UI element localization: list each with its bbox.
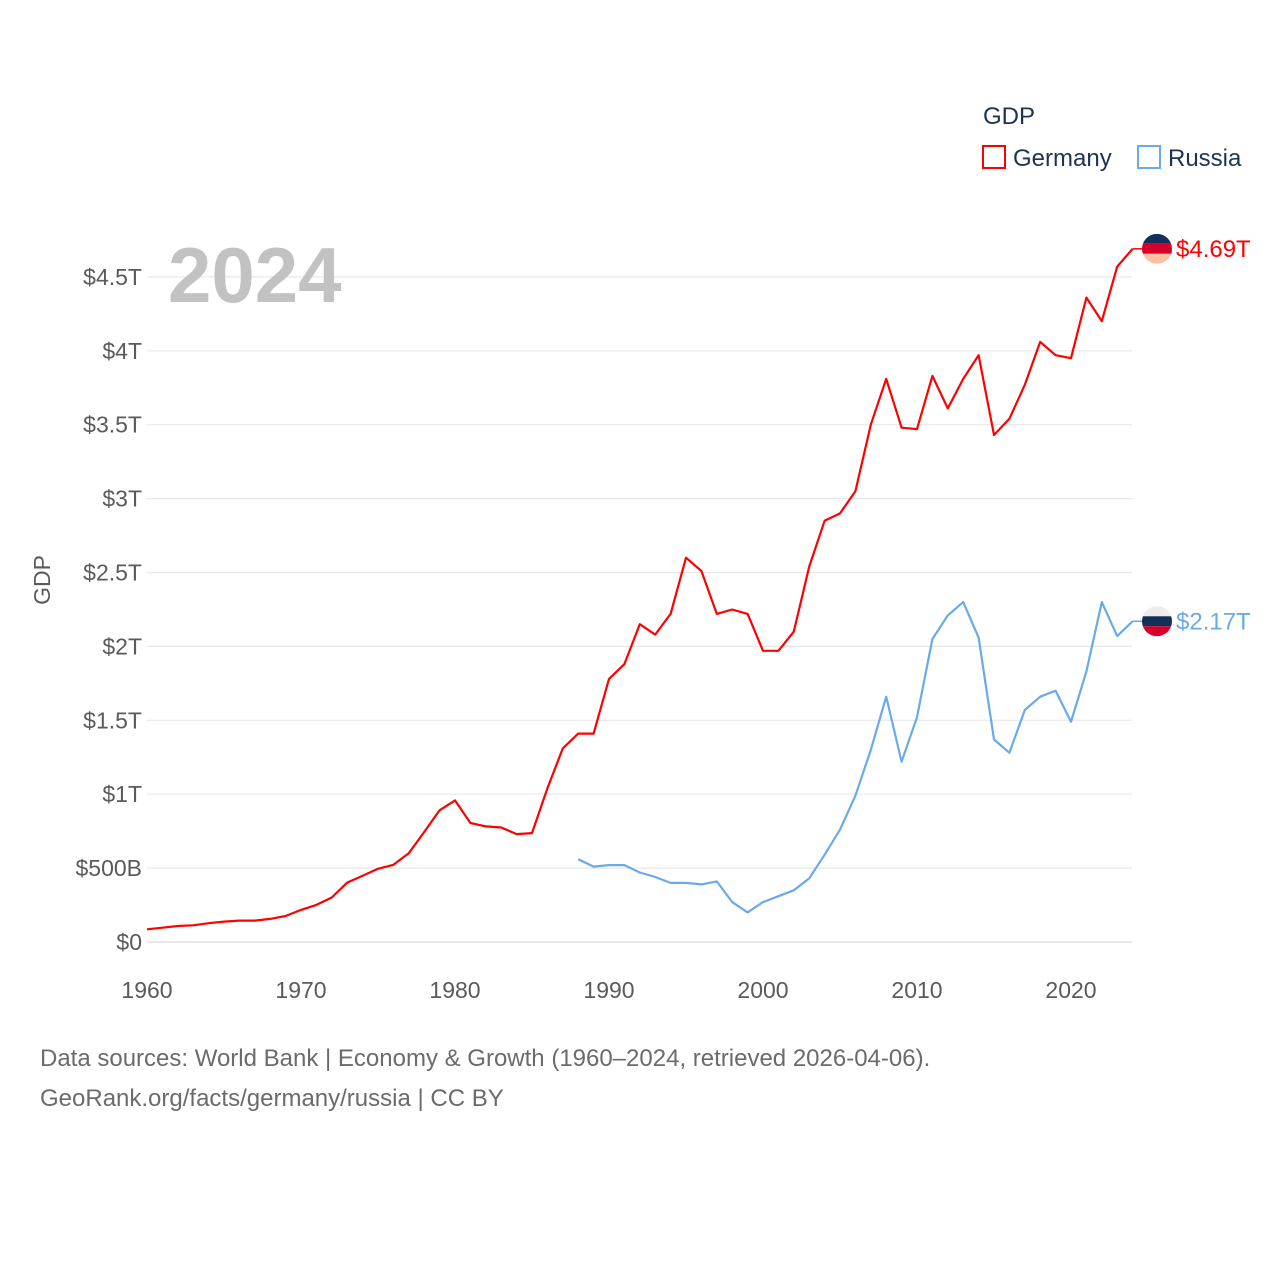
- x-tick-label: 2010: [891, 977, 942, 1003]
- flag-stripe: [1142, 626, 1172, 637]
- y-tick-label: $2.5T: [83, 560, 142, 586]
- y-axis-label: GDP: [29, 555, 55, 605]
- end-value-label: $2.17T: [1176, 608, 1251, 635]
- x-tick-label: 1970: [275, 977, 326, 1003]
- x-axis-ticks: 1960 1970 1980 1990 2000 2010 2020: [121, 977, 1096, 1003]
- x-tick-label: 1980: [429, 977, 480, 1003]
- series-line-russia: [577, 600, 1134, 914]
- y-tick-label: $2T: [102, 633, 142, 659]
- legend-label: Germany: [1013, 145, 1112, 172]
- x-tick-label: 1990: [583, 977, 634, 1003]
- legend-swatch: [1137, 145, 1161, 169]
- flag-stripe: [1142, 243, 1172, 254]
- y-tick-label: $500B: [75, 855, 142, 881]
- series-line-germany: [146, 248, 1134, 931]
- legend-title: GDP: [983, 103, 1035, 130]
- y-tick-label: $1T: [102, 781, 142, 807]
- series-lines: $4.69T $2.17T: [146, 233, 1251, 931]
- legend-label: Russia: [1168, 145, 1242, 172]
- footer-sources: Data sources: World Bank | Economy & Gro…: [40, 1045, 931, 1072]
- flag-stripe: [1142, 616, 1172, 627]
- y-tick-label: $4.5T: [83, 264, 142, 290]
- x-tick-label: 2020: [1045, 977, 1096, 1003]
- flag-stripe: [1142, 606, 1172, 617]
- y-axis-ticks: $0 $500B $1T $1.5T $2T $2.5T $3T $3.5T $4T $4.5T: [75, 264, 142, 955]
- year-overlay: 2024: [168, 231, 342, 319]
- legend-item-germany[interactable]: Germany: [982, 145, 1112, 172]
- x-tick-label: 1960: [121, 977, 172, 1003]
- flag-icon-russia: [1142, 606, 1172, 637]
- gridlines: [147, 276, 1132, 943]
- flag-icon-germany: [1142, 233, 1172, 264]
- x-tick-label: 2000: [737, 977, 788, 1003]
- y-tick-label: $4T: [102, 338, 142, 364]
- y-tick-label: $3T: [102, 486, 142, 512]
- legend-swatch: [982, 145, 1006, 169]
- footer-credit[interactable]: GeoRank.org/facts/germany/russia | CC BY: [40, 1085, 504, 1112]
- flag-stripe: [1142, 233, 1172, 244]
- end-value-label: $4.69T: [1176, 236, 1251, 263]
- y-tick-label: $1.5T: [83, 707, 142, 733]
- flag-stripe: [1142, 253, 1172, 264]
- legend: GDP Germany Russia: [982, 103, 1242, 172]
- y-tick-label: $0: [116, 929, 142, 955]
- y-tick-label: $3.5T: [83, 412, 142, 438]
- legend-item-russia[interactable]: Russia: [1137, 145, 1242, 172]
